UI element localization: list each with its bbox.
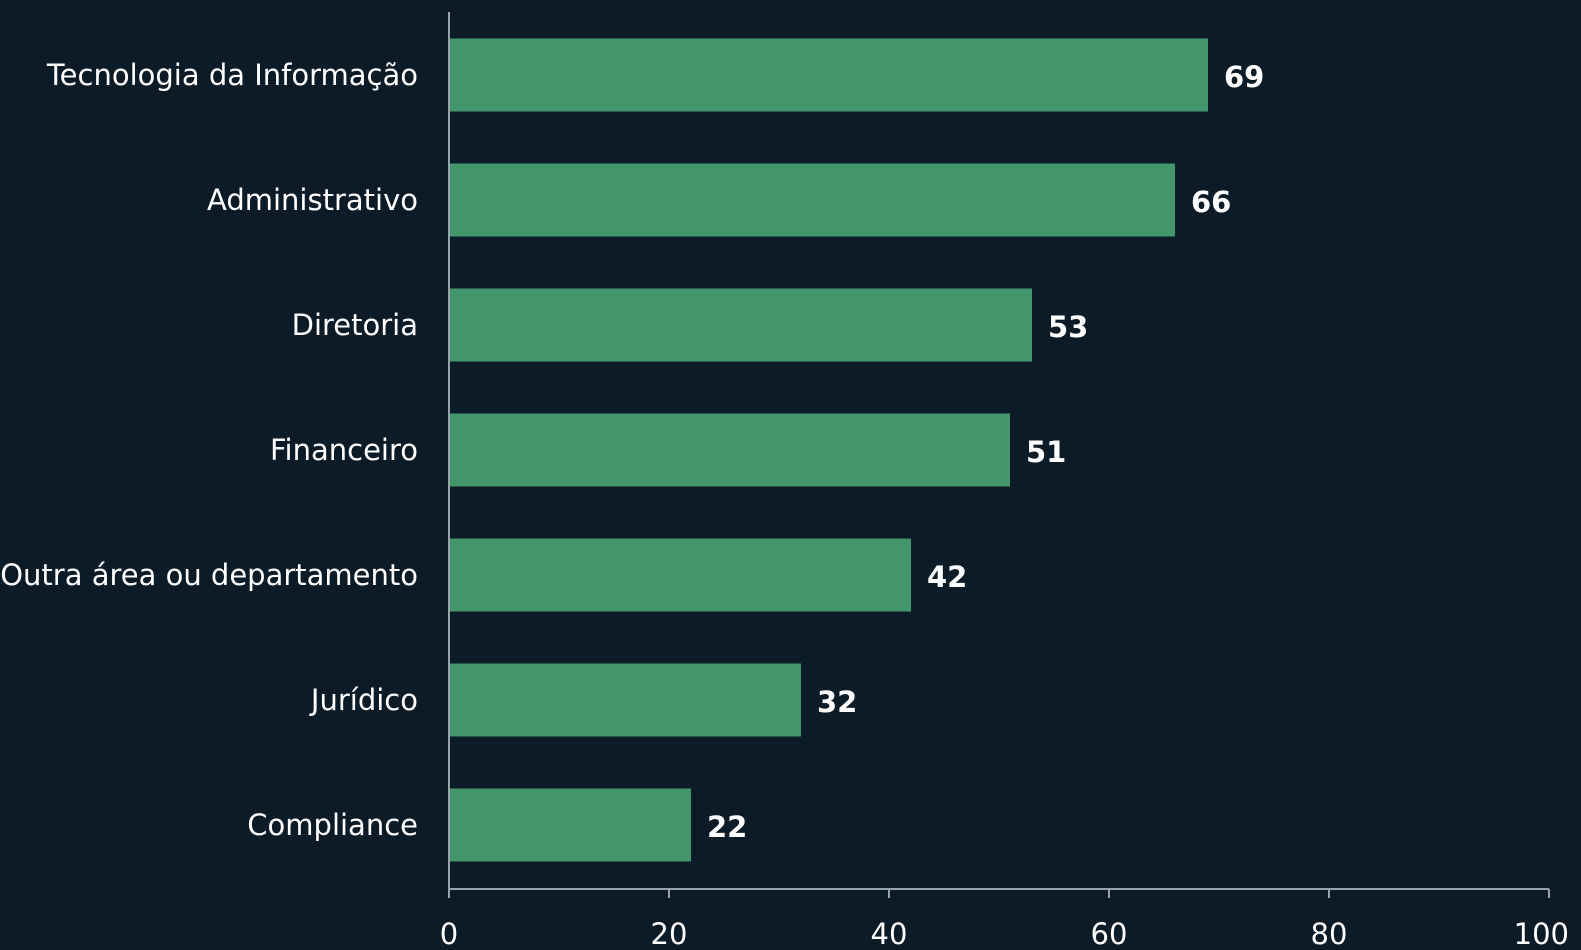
category-label: Compliance — [247, 808, 418, 842]
category-label: Financeiro — [270, 433, 418, 467]
bars-layer — [449, 38, 1208, 862]
value-label: 51 — [1026, 435, 1066, 469]
value-label: 69 — [1224, 60, 1264, 94]
x-tick-label: 20 — [651, 917, 688, 950]
axes-layer — [448, 12, 1549, 890]
category-label: Diretoria — [292, 308, 418, 342]
bar — [449, 663, 801, 737]
value-label: 32 — [817, 685, 857, 719]
bar — [449, 163, 1175, 237]
x-tick-label: 40 — [871, 917, 908, 950]
value-label: 22 — [707, 810, 747, 844]
bar — [449, 788, 691, 862]
x-tick-label: 80 — [1311, 917, 1348, 950]
x-tick-label: 0 — [440, 917, 458, 950]
x-axis-ticks: 0 20 40 60 80 100 — [440, 889, 1569, 950]
category-label: Administrativo — [207, 183, 418, 217]
x-tick-label: 60 — [1091, 917, 1128, 950]
category-label: Tecnologia da Informação — [46, 58, 418, 92]
category-label: Jurídico — [309, 683, 418, 717]
bar — [449, 288, 1032, 362]
value-label: 42 — [927, 560, 967, 594]
value-labels: 69 66 53 51 42 32 22 — [707, 60, 1264, 844]
value-label: 53 — [1048, 310, 1088, 344]
category-labels: Tecnologia da Informação Administrativo Di… — [0, 58, 418, 842]
bar — [449, 538, 911, 612]
category-label: Outra área ou departamento — [0, 558, 418, 592]
bar — [449, 413, 1010, 487]
bar — [449, 38, 1208, 112]
x-tick-label: 100 — [1514, 917, 1569, 950]
value-label: 66 — [1191, 185, 1231, 219]
